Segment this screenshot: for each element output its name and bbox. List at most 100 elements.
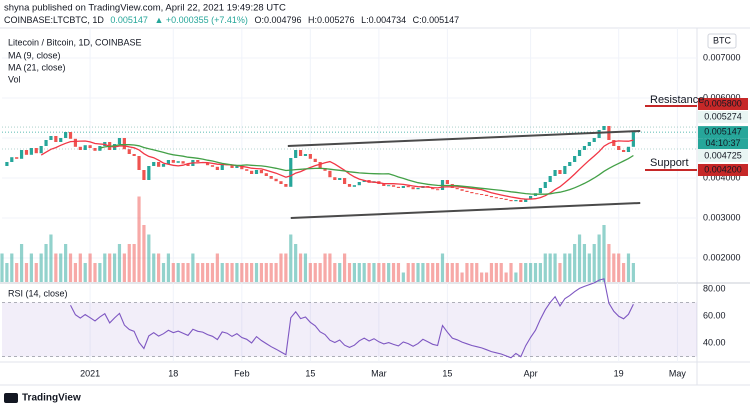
volume-bar — [49, 234, 53, 282]
legend-vol: Vol — [8, 74, 21, 84]
candle — [142, 170, 146, 180]
candle — [387, 185, 391, 187]
x-tick-label: 19 — [614, 368, 624, 378]
volume-bar — [108, 253, 112, 282]
volume-bar — [455, 263, 459, 282]
volume-bar — [592, 244, 596, 282]
volume-bar — [548, 253, 552, 282]
price-label: 0.005800 — [704, 98, 742, 108]
x-tick-label: 2021 — [80, 368, 100, 378]
candle — [88, 145, 92, 148]
volume-bar — [201, 263, 205, 282]
volume-bar — [103, 253, 107, 282]
volume-bar — [171, 263, 175, 282]
y-tick-label: 0.007000 — [703, 52, 741, 62]
volume-bar — [64, 244, 68, 282]
volume-bar — [435, 263, 440, 282]
volume-bar — [186, 263, 190, 282]
volume-bar — [377, 263, 381, 282]
y-tick-label: 0.002000 — [703, 252, 741, 262]
candle — [568, 162, 572, 166]
volume-bar — [98, 263, 102, 282]
candle — [435, 189, 440, 191]
volume-bar — [313, 263, 317, 282]
candle — [347, 184, 352, 187]
y-tick-label: 0.004000 — [703, 172, 741, 182]
x-tick-label: Mar — [371, 368, 387, 378]
candle — [205, 162, 210, 166]
candle — [59, 138, 63, 142]
candle — [132, 154, 136, 156]
candle — [240, 166, 244, 170]
candle — [484, 194, 489, 196]
volume-bar — [480, 272, 484, 282]
rsi-label: RSI (14, close) — [8, 288, 68, 298]
volume-bar — [465, 263, 469, 282]
series-layer — [5, 126, 635, 359]
volume-bar — [347, 263, 352, 282]
y-tick-label: 0.006000 — [703, 92, 741, 102]
candle — [343, 178, 347, 184]
price-label-box — [698, 150, 748, 162]
volume-bar — [431, 263, 435, 282]
candle — [480, 194, 484, 195]
candle — [416, 188, 420, 190]
logo-text: TradingView — [22, 393, 81, 404]
volume-bar — [5, 263, 9, 282]
candle — [318, 162, 322, 168]
rsi-band — [2, 302, 697, 357]
volume-bar — [215, 253, 219, 282]
volume-bar — [411, 263, 415, 282]
candle — [235, 166, 239, 168]
candle — [519, 200, 523, 202]
volume-bar — [440, 253, 445, 282]
volume-bar — [504, 272, 508, 282]
ohlc: O:0.004796 — [254, 15, 301, 25]
rsi-tick-label: 80.00 — [703, 283, 726, 293]
candle — [592, 138, 596, 142]
volume-bar — [626, 253, 631, 282]
grid-layer — [0, 28, 697, 362]
candle — [220, 164, 224, 170]
volume-bar — [117, 244, 122, 282]
candle — [470, 192, 474, 194]
candle — [509, 200, 513, 202]
x-tick-label: Feb — [234, 368, 250, 378]
candle — [357, 182, 361, 186]
volume-bar — [220, 263, 224, 282]
volume-bar — [294, 244, 298, 282]
volume-bar — [303, 253, 308, 282]
volume-bar — [494, 263, 498, 282]
volume-bar — [44, 244, 48, 282]
price-label-box — [698, 126, 748, 139]
countdown-box — [698, 138, 748, 150]
volume-bar — [166, 253, 171, 282]
x-tick-label: Apr — [524, 368, 538, 378]
candle — [524, 198, 528, 202]
volume-bar — [391, 263, 396, 282]
volume-bar — [0, 253, 4, 282]
candle — [93, 148, 97, 151]
volume-bar — [621, 263, 626, 282]
candle — [460, 189, 464, 191]
volume-bar — [553, 253, 557, 282]
volume-bar — [568, 253, 572, 282]
volume-bar — [519, 263, 523, 282]
candle — [499, 198, 503, 199]
volume-bar — [19, 244, 24, 282]
candle — [73, 138, 78, 147]
volume-bar — [127, 244, 131, 282]
legend-ma: MA (9, close) — [8, 50, 61, 60]
candle — [171, 160, 175, 163]
volume-bar — [308, 263, 312, 282]
volume-bar — [343, 253, 347, 282]
candle — [117, 138, 122, 144]
volume-bar — [396, 263, 401, 282]
candle — [401, 186, 405, 188]
candle — [157, 162, 161, 167]
currency-box — [707, 33, 737, 49]
candle — [215, 166, 219, 170]
candle — [166, 160, 171, 164]
volume-bar — [382, 263, 386, 282]
volume-bar — [499, 263, 503, 282]
